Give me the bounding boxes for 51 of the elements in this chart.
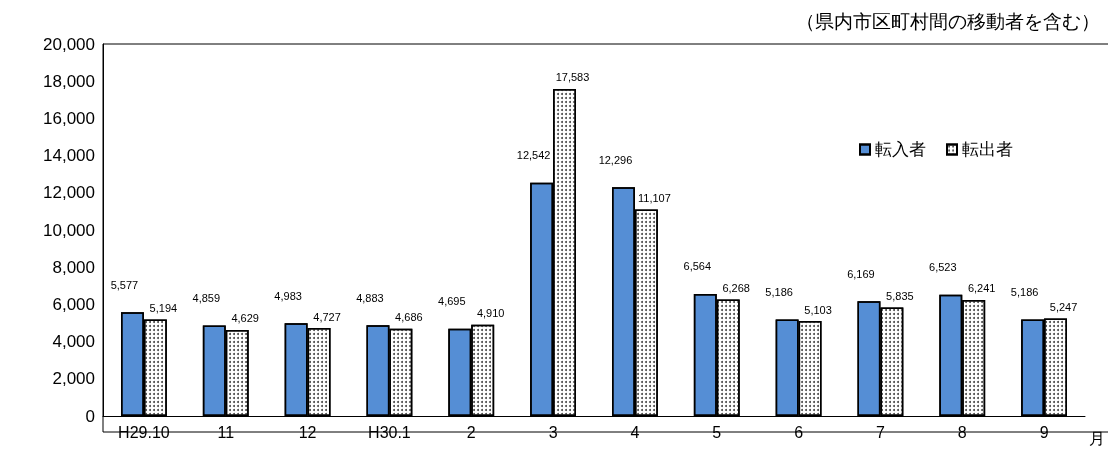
y-tick-label: 0 xyxy=(85,406,95,426)
y-tick-label: 16,000 xyxy=(43,108,95,128)
y-tick-label: 10,000 xyxy=(43,220,95,240)
data-label: 5,194 xyxy=(149,301,178,314)
data-label: 5,835 xyxy=(886,289,914,302)
data-label: 5,103 xyxy=(804,303,832,316)
x-tick-label: 9 xyxy=(1039,423,1049,441)
x-tick-label: 2 xyxy=(466,423,476,441)
data-label: 5,186 xyxy=(765,286,793,299)
data-label: 4,695 xyxy=(438,295,466,308)
y-tick-label: 14,000 xyxy=(43,146,95,166)
x-tick-label: 7 xyxy=(875,423,885,441)
data-label: 6,523 xyxy=(929,261,957,274)
y-tick-label: 18,000 xyxy=(43,71,95,91)
data-label: 6,241 xyxy=(967,282,996,295)
data-label: 17,583 xyxy=(555,71,590,84)
y-tick-label: 6,000 xyxy=(52,294,95,314)
y-tick-label: 20,000 xyxy=(43,34,95,54)
x-tick-label: 6 xyxy=(794,423,804,441)
data-label: 4,727 xyxy=(313,310,341,323)
data-label: 4,686 xyxy=(395,311,423,324)
x-tick-label: 5 xyxy=(712,423,722,441)
data-label: 5,186 xyxy=(1010,286,1039,299)
data-label: 11,107 xyxy=(637,191,671,204)
data-label: 12,542 xyxy=(516,149,551,162)
x-tick-label: 8 xyxy=(957,423,967,441)
data-label: 4,629 xyxy=(231,312,259,325)
data-label: 4,910 xyxy=(476,307,505,320)
data-label: 12,296 xyxy=(598,153,633,166)
legend-label: 転入者 xyxy=(875,140,926,159)
y-tick-label: 2,000 xyxy=(52,369,95,389)
data-label: 4,983 xyxy=(274,289,302,302)
x-tick-label: 4 xyxy=(630,423,640,441)
data-label: 6,268 xyxy=(722,281,750,294)
data-label: 4,859 xyxy=(192,292,221,305)
data-label: 6,169 xyxy=(847,267,875,280)
x-tick-label: 3 xyxy=(548,423,558,441)
data-label: 5,247 xyxy=(1049,300,1078,313)
y-tick-label: 8,000 xyxy=(52,257,95,277)
x-axis-title: 月 xyxy=(1089,429,1105,447)
data-label: 5,577 xyxy=(110,278,139,291)
data-label: 6,564 xyxy=(683,260,712,273)
data-label: 4,883 xyxy=(356,291,384,304)
x-tick-label: H30.1 xyxy=(368,423,411,441)
y-tick-label: 4,000 xyxy=(52,332,95,352)
x-tick-label: 11 xyxy=(217,423,235,441)
legend-label: 転出者 xyxy=(962,140,1013,159)
y-tick-label: 12,000 xyxy=(43,183,95,203)
x-tick-label: 12 xyxy=(298,423,317,441)
text: （県内市区町村間の移動者を含む） xyxy=(796,11,1100,32)
x-tick-label: H29.10 xyxy=(118,423,170,441)
